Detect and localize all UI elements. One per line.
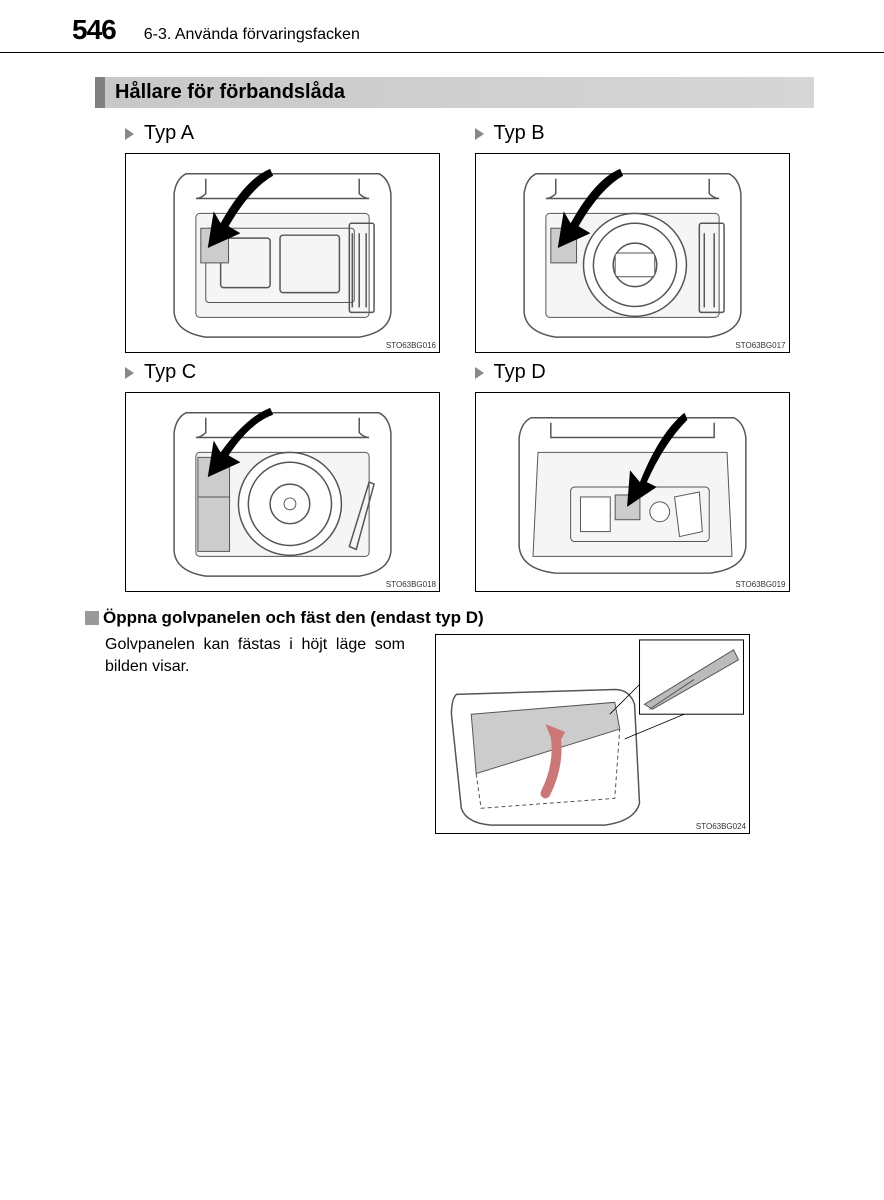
types-grid: Typ A <box>125 122 814 592</box>
note-text: Golvpanelen kan fästas i höjt läge som b… <box>105 634 405 834</box>
illustration-box: STO63BG019 <box>475 392 790 592</box>
triangle-bullet-icon <box>125 128 134 140</box>
type-label-row: Typ C <box>125 361 465 384</box>
page-header: 546 6-3. Använda förvaringsfacken <box>0 0 884 53</box>
page-number: 546 <box>72 14 116 46</box>
type-label: Typ D <box>494 361 546 384</box>
type-cell-a: Typ A <box>125 122 465 353</box>
type-cell-d: Typ D STO63BG019 <box>475 361 815 592</box>
illustration-code: STO63BG019 <box>735 580 785 589</box>
type-label-row: Typ A <box>125 122 465 145</box>
triangle-bullet-icon <box>475 367 484 379</box>
note-illustration-box: STO63BG024 <box>435 634 750 834</box>
type-label-row: Typ B <box>475 122 815 145</box>
type-label: Typ A <box>144 122 194 145</box>
square-bullet-icon <box>85 611 99 625</box>
illustration-code: STO63BG024 <box>696 822 746 831</box>
diagram-typ-b-icon <box>476 154 789 352</box>
section-title: Hållare för förbandslåda <box>115 81 345 103</box>
note-header: Öppna golvpanelen och fäst den (endast t… <box>85 608 814 628</box>
content: Hållare för förbandslåda Typ A <box>0 53 884 834</box>
illustration-code: STO63BG017 <box>735 341 785 350</box>
triangle-bullet-icon <box>125 367 134 379</box>
illustration-box: STO63BG016 <box>125 153 440 353</box>
illustration-code: STO63BG016 <box>386 341 436 350</box>
triangle-bullet-icon <box>475 128 484 140</box>
note-section: Öppna golvpanelen och fäst den (endast t… <box>85 608 814 834</box>
diagram-typ-a-icon <box>126 154 439 352</box>
type-label: Typ C <box>144 361 196 384</box>
diagram-panel-icon <box>436 635 749 833</box>
section-bar: Hållare för förbandslåda <box>95 77 814 108</box>
illustration-box: STO63BG018 <box>125 392 440 592</box>
diagram-typ-c-icon <box>126 393 439 591</box>
note-title: Öppna golvpanelen och fäst den (endast t… <box>103 608 484 628</box>
type-cell-c: Typ C <box>125 361 465 592</box>
type-label-row: Typ D <box>475 361 815 384</box>
note-body-row: Golvpanelen kan fästas i höjt läge som b… <box>105 634 814 834</box>
chapter-label: 6-3. Använda förvaringsfacken <box>144 26 360 44</box>
illustration-code: STO63BG018 <box>386 580 436 589</box>
type-cell-b: Typ B <box>475 122 815 353</box>
type-label: Typ B <box>494 122 545 145</box>
diagram-typ-d-icon <box>476 393 789 591</box>
illustration-box: STO63BG017 <box>475 153 790 353</box>
